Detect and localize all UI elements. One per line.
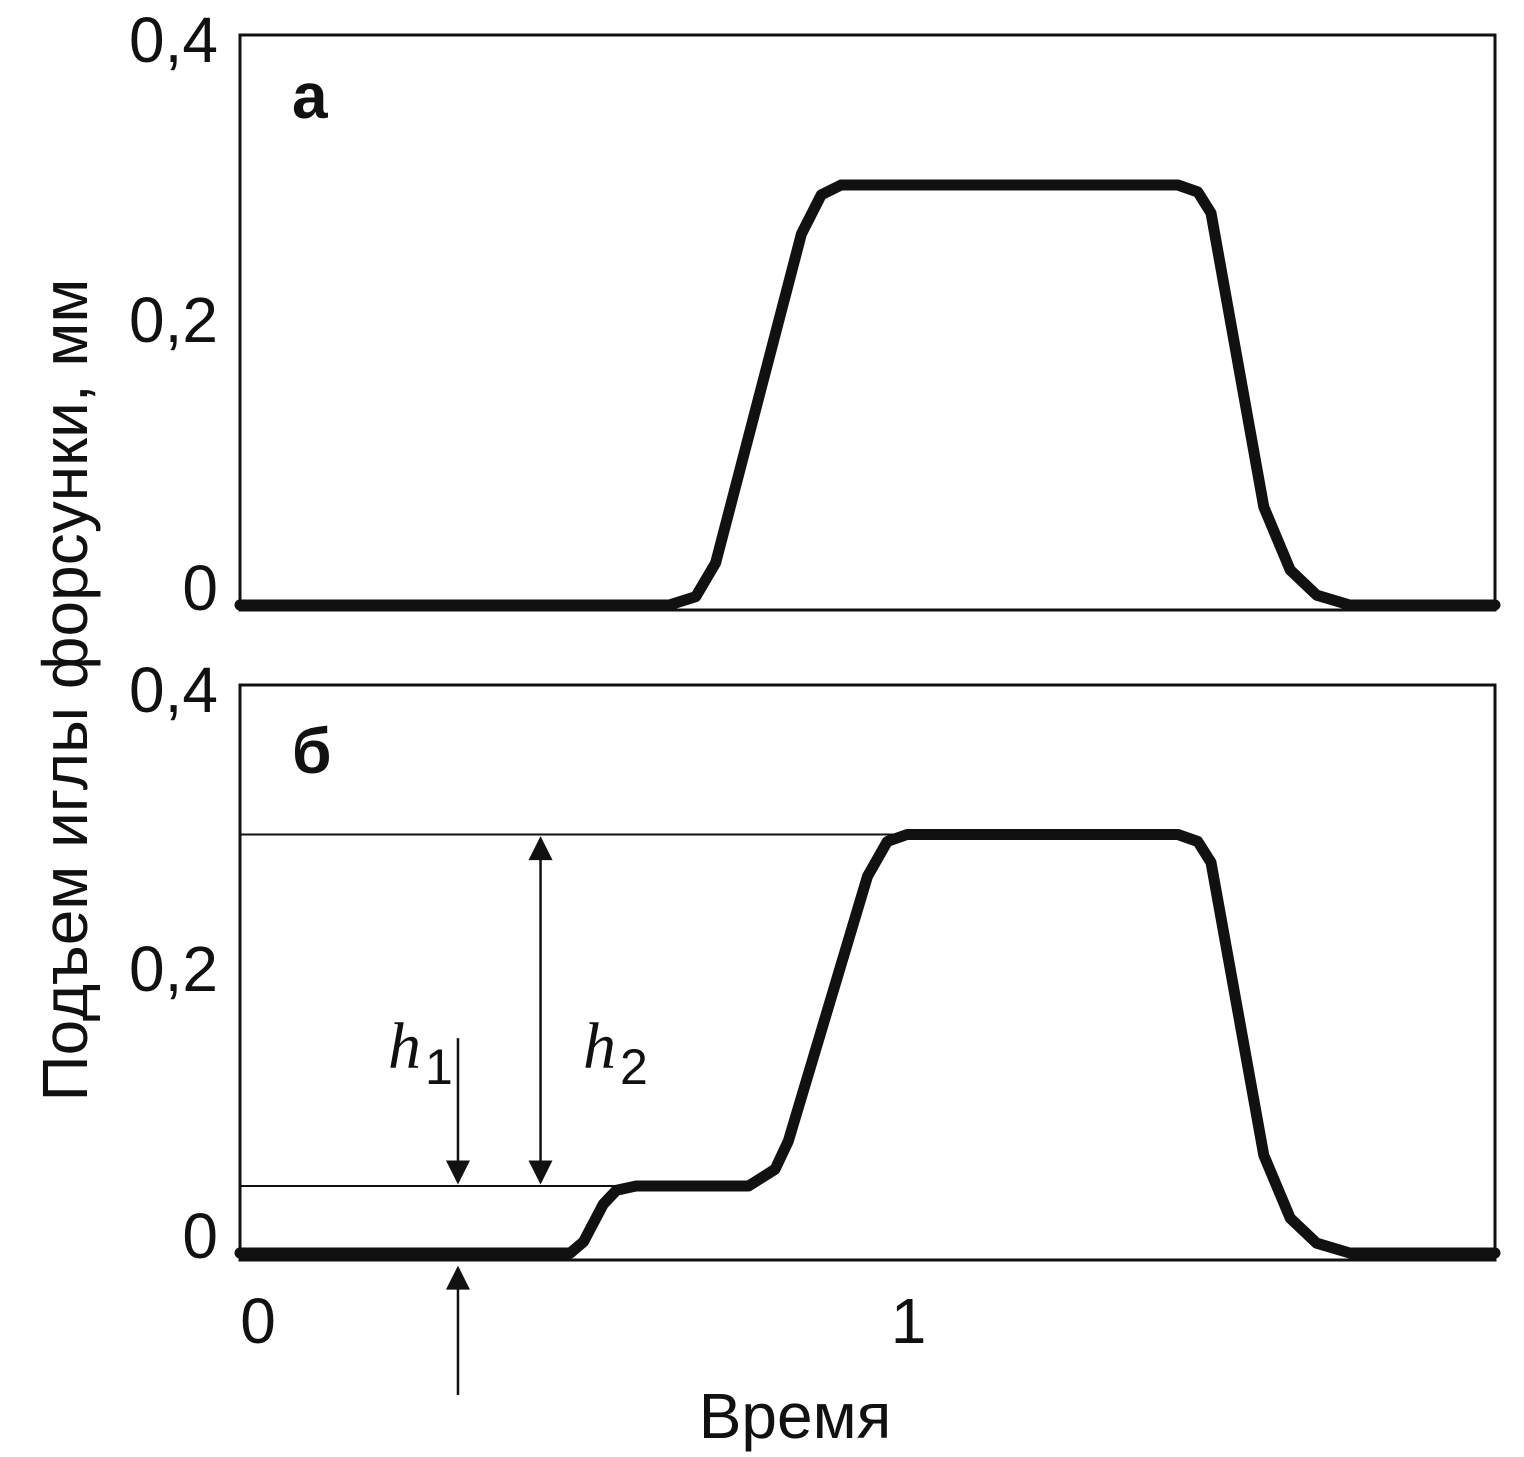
panel-b-x-tick-label: 0	[240, 1285, 276, 1357]
h2-subscript: 2	[620, 1039, 648, 1095]
panel-a-lift-curve	[234, 179, 1501, 611]
panel-b-y-tick-label: 0,4	[129, 654, 218, 726]
x-axis-title: Время	[699, 1380, 892, 1452]
h2-symbol: h	[583, 1010, 616, 1083]
panel-b-x-tick-label: 1	[891, 1285, 927, 1357]
panel-b-y-tick-label: 0,2	[129, 933, 218, 1005]
y-axis-title: Подъем иглы форсунки, мм	[29, 279, 101, 1102]
panel-b-frame	[238, 683, 1497, 1262]
h2-label: h2	[583, 1010, 648, 1095]
h1-symbol: h	[388, 1010, 421, 1083]
panel-a-frame	[238, 33, 1497, 612]
panel-b-reference-lines	[240, 833, 901, 1188]
panel-a-label: а	[292, 60, 328, 132]
panel-a-y-ticks: 0 0,2 0,4	[129, 4, 218, 624]
panel-b-y-tick-label: 0	[182, 1200, 218, 1272]
panel-a-y-tick-label: 0	[182, 552, 218, 624]
panel-a-y-tick-label: 0,2	[129, 284, 218, 356]
panel-b-lift-curve	[234, 829, 1501, 1259]
panel-b-dimension-arrows	[445, 836, 553, 1395]
h1-label: h1	[388, 1010, 453, 1095]
panel-b-label: б	[292, 715, 332, 787]
panel-a-y-tick-label: 0,4	[129, 4, 218, 76]
panel-a: а 0 0,2 0,4	[129, 4, 1501, 624]
h1-subscript: 1	[425, 1039, 453, 1095]
panel-b-y-ticks: 0 0,2 0,4	[129, 654, 218, 1272]
